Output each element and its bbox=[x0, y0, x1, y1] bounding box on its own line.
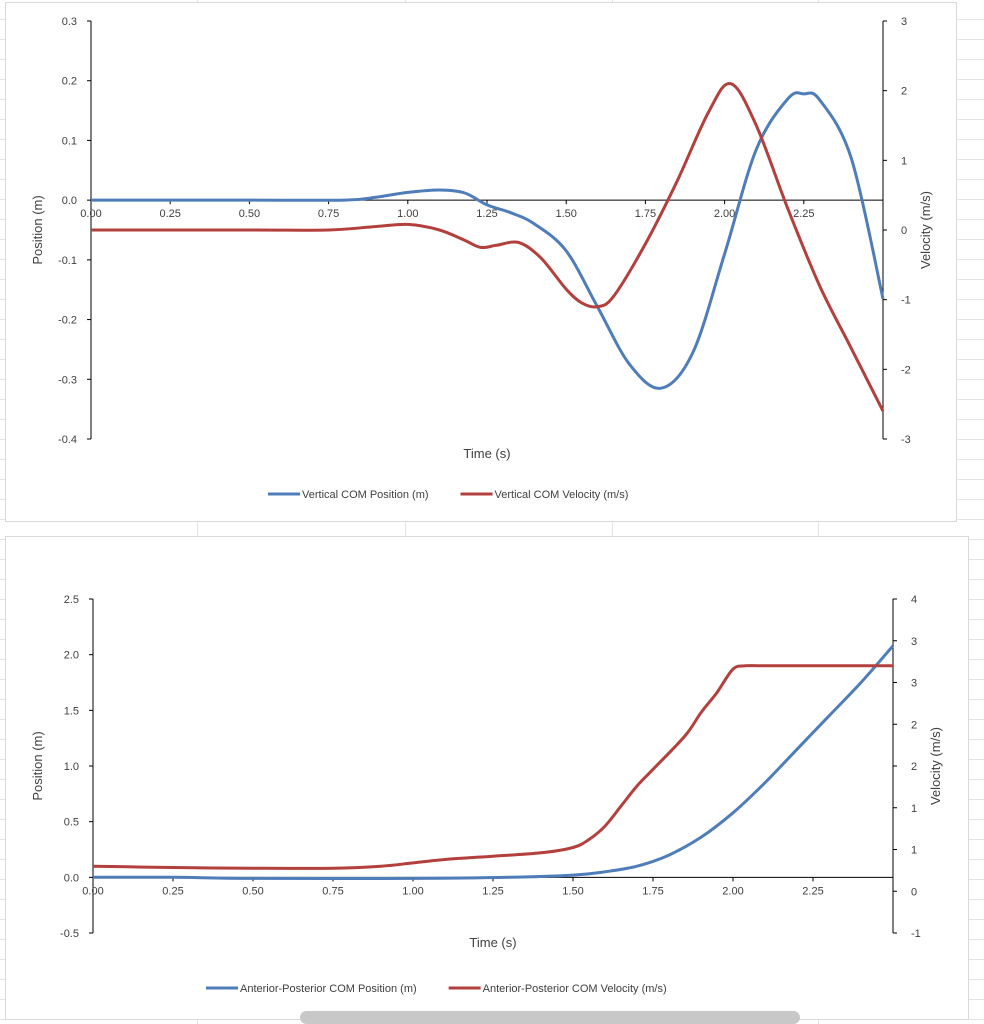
x-tick-label: 0.50 bbox=[239, 208, 260, 220]
x-tick-label: 1.50 bbox=[555, 208, 576, 220]
y-tick-label: -0.4 bbox=[58, 434, 77, 446]
ap-com-chart: 2.5 2.0 1.5 1.0 0.5 0.0 -0.5 4 3 3 2 2 1 1 0 -1 0.00 0.25… bbox=[30, 594, 943, 995]
x-tick-label: 1.25 bbox=[476, 208, 497, 220]
y-axis-title: Position (m) bbox=[30, 731, 45, 800]
y2-tick-label: -1 bbox=[901, 295, 911, 307]
y-tick-label: -0.1 bbox=[58, 255, 77, 267]
y2-tick-label: 3 bbox=[911, 678, 917, 690]
y-tick-label: -0.5 bbox=[60, 928, 79, 940]
y2-tick-label: 3 bbox=[901, 16, 907, 28]
y-tick-label: -0.3 bbox=[58, 374, 77, 386]
legend-label: Vertical COM Position (m) bbox=[302, 489, 429, 501]
x-tick-label: 0.75 bbox=[318, 208, 339, 220]
y2-tick-label: 1 bbox=[901, 155, 907, 167]
y2-tick-label: 1 bbox=[911, 803, 917, 815]
y2-axis-title: Velocity (m/s) bbox=[928, 727, 943, 805]
x-tick-label: 0.00 bbox=[82, 885, 103, 897]
x-axis-title: Time (s) bbox=[463, 446, 510, 461]
x-tick-label: 0.50 bbox=[242, 885, 263, 897]
y2-axis-title: Velocity (m/s) bbox=[918, 191, 933, 269]
y2-tick-label: 3 bbox=[911, 636, 917, 648]
y-tick-label: 1.5 bbox=[64, 705, 79, 717]
ap-com-chart-panel[interactable]: 2.5 2.0 1.5 1.0 0.5 0.0 -0.5 4 3 3 2 2 1 1 0 -1 0.00 0.25… bbox=[5, 536, 969, 1020]
x-tick-label: 1.00 bbox=[402, 885, 423, 897]
y-tick-label: 2.5 bbox=[64, 594, 79, 606]
velocity-series-line bbox=[92, 664, 893, 870]
position-series-line bbox=[91, 91, 885, 390]
y-tick-label: 0.3 bbox=[62, 16, 77, 28]
vertical-com-chart: 0.3 0.2 0.1 0.0 -0.1 -0.2 -0.3 -0.4 3 2 1 0 -1 -2 -3 0.… bbox=[30, 16, 933, 501]
x-tick-label: 1.50 bbox=[562, 885, 583, 897]
x-tick-label: 2.00 bbox=[722, 885, 743, 897]
horizontal-scrollbar[interactable] bbox=[300, 1011, 800, 1024]
y2-tick-label: 4 bbox=[911, 594, 917, 606]
x-tick-label: 0.25 bbox=[162, 885, 183, 897]
legend-label: Anterior-Posterior COM Position (m) bbox=[240, 983, 417, 995]
y2-tick-label: 1 bbox=[911, 845, 917, 857]
y2-tick-label: 0 bbox=[901, 225, 907, 237]
y-tick-label: 1.0 bbox=[64, 761, 79, 773]
y2-tick-label: -2 bbox=[901, 364, 911, 376]
y2-tick-label: -1 bbox=[911, 928, 921, 940]
y-tick-label: 0.5 bbox=[64, 817, 79, 829]
y-tick-label: 0.0 bbox=[64, 872, 79, 884]
position-series-line bbox=[92, 644, 895, 881]
x-tick-label: 0.25 bbox=[159, 208, 180, 220]
y2-tick-label: 2 bbox=[901, 86, 907, 98]
y-axis-title: Position (m) bbox=[30, 195, 45, 264]
y-tick-label: 2.0 bbox=[64, 650, 79, 662]
x-axis-title: Time (s) bbox=[469, 935, 516, 950]
y2-tick-label: 2 bbox=[911, 761, 917, 773]
x-tick-label: 1.00 bbox=[397, 208, 418, 220]
legend-label: Vertical COM Velocity (m/s) bbox=[495, 489, 629, 501]
x-tick-label: 2.25 bbox=[793, 208, 814, 220]
x-tick-label: 2.00 bbox=[714, 208, 735, 220]
y2-tick-label: 0 bbox=[911, 886, 917, 898]
y-tick-label: 0.1 bbox=[62, 135, 77, 147]
y2-tick-label: 2 bbox=[911, 719, 917, 731]
y2-tick-label: -3 bbox=[901, 434, 911, 446]
y-tick-label: 0.0 bbox=[62, 195, 77, 207]
x-tick-label: 1.75 bbox=[642, 885, 663, 897]
vertical-com-chart-panel[interactable]: 0.3 0.2 0.1 0.0 -0.1 -0.2 -0.3 -0.4 3 2 1 0 -1 -2 -3 0.… bbox=[5, 2, 957, 522]
y-tick-label: 0.2 bbox=[62, 76, 77, 88]
x-tick-label: 1.25 bbox=[482, 885, 503, 897]
y-tick-label: -0.2 bbox=[58, 315, 77, 327]
legend-label: Anterior-Posterior COM Velocity (m/s) bbox=[483, 983, 667, 995]
x-tick-label: 0.75 bbox=[322, 885, 343, 897]
x-tick-label: 1.75 bbox=[635, 208, 656, 220]
x-tick-label: 0.00 bbox=[80, 208, 101, 220]
velocity-series-line bbox=[90, 82, 885, 412]
x-tick-label: 2.25 bbox=[802, 885, 823, 897]
